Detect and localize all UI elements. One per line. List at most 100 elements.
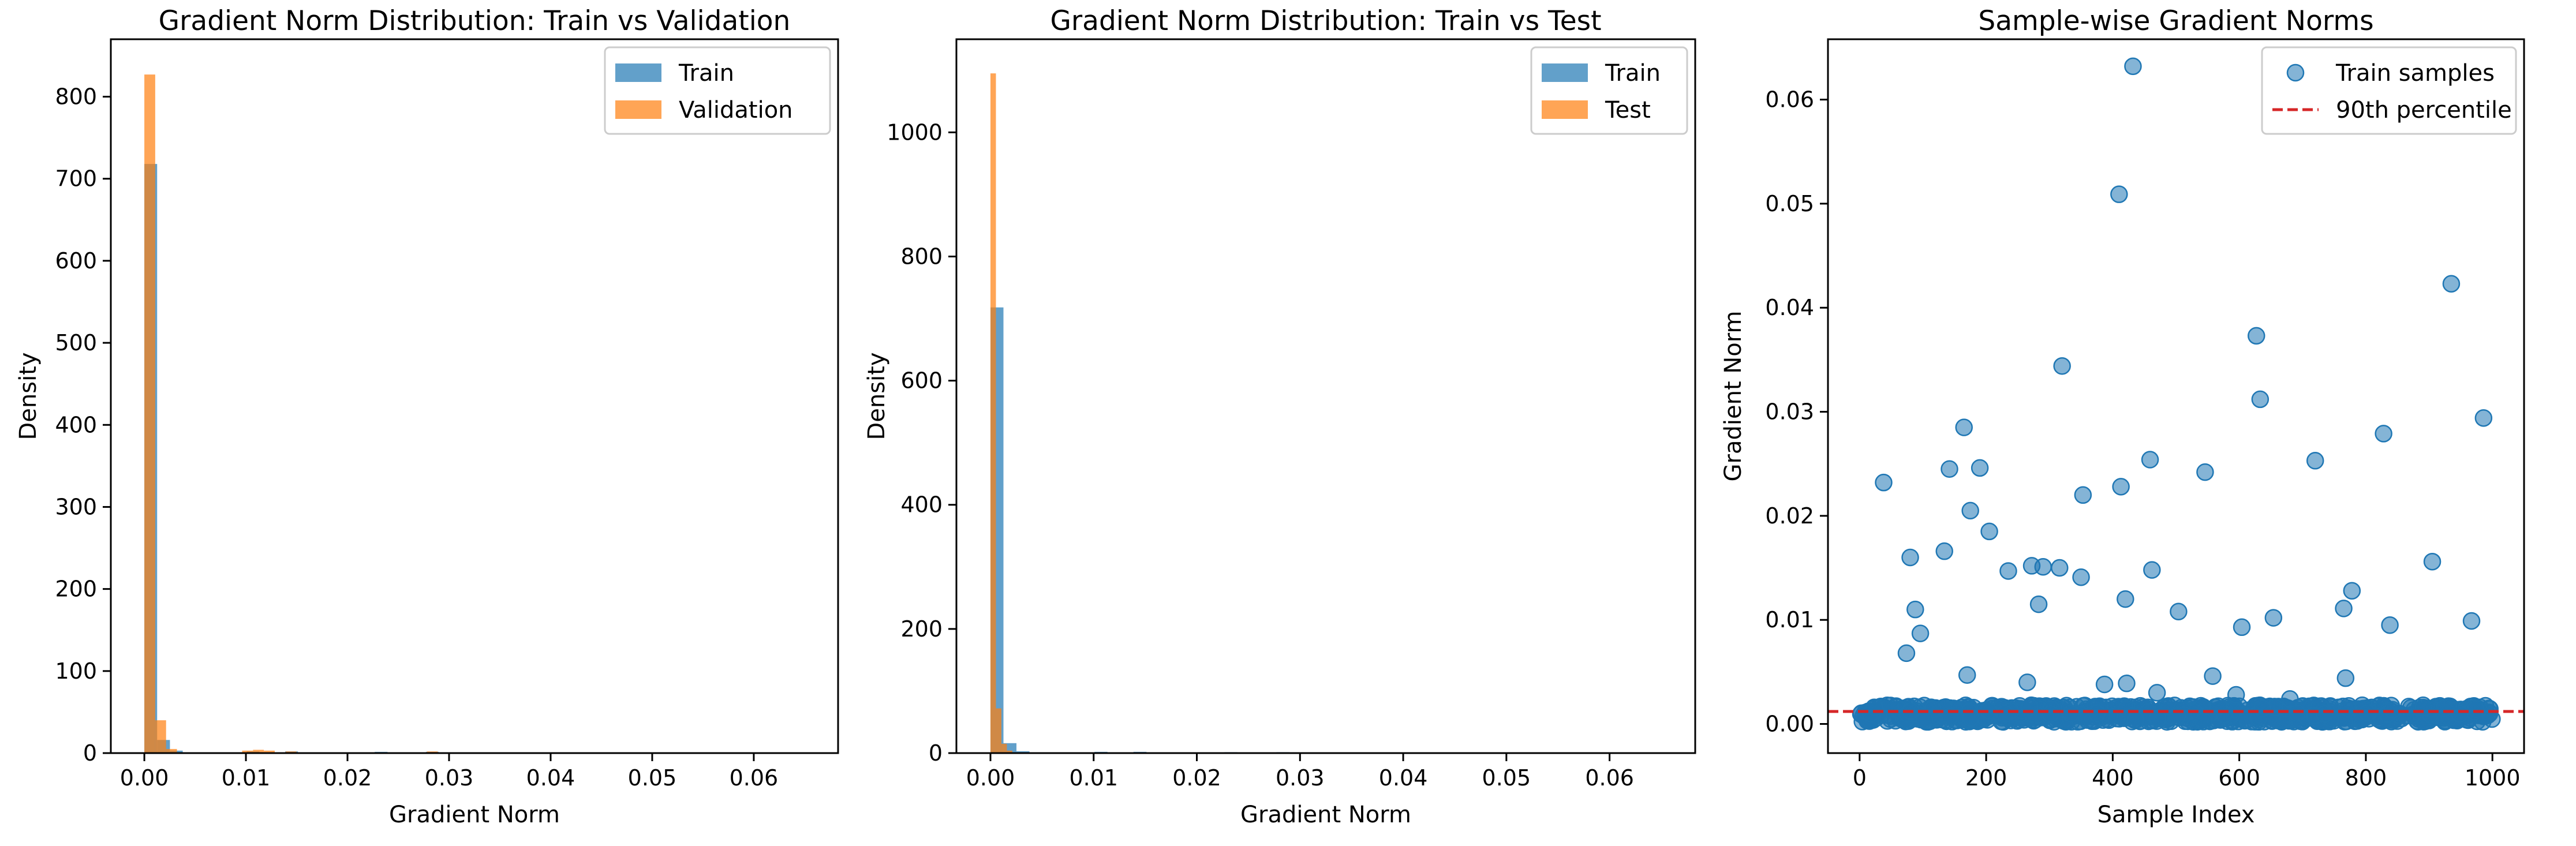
panel-2: 0.00 0.01 0.02 0.03 0.04 0.05 0.06 0 200 400 600 80… — [863, 5, 1696, 828]
scatter-point — [2264, 609, 2283, 627]
scatter-point — [2029, 595, 2048, 613]
x-tick-label: 0.03 — [1276, 765, 1325, 791]
legend-swatch — [2286, 63, 2305, 82]
scatter-point — [1935, 542, 1953, 560]
x-tick-label: 600 — [2218, 765, 2260, 791]
histogram-bar — [155, 720, 166, 753]
series-train-samples — [1852, 57, 2501, 731]
scatter-point — [2034, 557, 2052, 576]
x-tick-label: 0 — [1853, 765, 1867, 791]
x-tick-label: 400 — [2092, 765, 2134, 791]
histogram-bar — [996, 708, 1001, 753]
x-tick-label: 0.04 — [1379, 765, 1428, 791]
y-tick-label: 400 — [55, 412, 97, 437]
histogram-bar — [1016, 751, 1030, 753]
scatter-point — [1962, 709, 1980, 727]
y-tick-label: 0.04 — [1765, 295, 1814, 320]
scatter-point — [2143, 561, 2161, 579]
scatter-point — [2204, 667, 2222, 685]
legend-label: Validation — [679, 97, 793, 123]
legend-swatch — [615, 63, 661, 82]
x-tick-label: 0.00 — [120, 765, 169, 791]
scatter-point — [1875, 473, 1893, 492]
plot-area — [144, 74, 797, 754]
histogram-bar — [253, 750, 264, 753]
x-tick-label: 0.05 — [628, 765, 677, 791]
scatter-point — [2088, 705, 2106, 723]
chart-title: Gradient Norm Distribution: Train vs Tes… — [1050, 5, 1601, 37]
chart-title: Gradient Norm Distribution: Train vs Val… — [159, 5, 791, 37]
scatter-point — [2435, 699, 2453, 717]
x-axis-label: Gradient Norm — [1240, 802, 1411, 828]
y-tick-label: 200 — [55, 577, 97, 602]
y-tick-label: 0.01 — [1765, 607, 1814, 632]
y-tick-label: 0.06 — [1765, 87, 1814, 113]
scatter-point — [1897, 644, 1916, 662]
scatter-point — [1911, 624, 1930, 642]
y-axis-label: Density — [863, 352, 890, 440]
histogram-bar — [242, 750, 253, 753]
y-tick-label: 600 — [900, 368, 943, 394]
scatter-point — [2306, 452, 2324, 470]
axes-frame — [1827, 38, 2525, 754]
panel-1: 0.00 0.01 0.02 0.03 0.04 0.05 0.06 0 100 200 300 40… — [15, 5, 839, 828]
scatter-point — [2288, 704, 2306, 722]
scatter-point — [1906, 600, 1924, 619]
x-axis-label: Gradient Norm — [389, 802, 560, 828]
x-tick-label: 0.03 — [425, 765, 474, 791]
scatter-point — [2042, 705, 2060, 723]
x-axis: 0.00 0.01 0.02 0.03 0.04 0.05 0.06 — [120, 753, 778, 791]
scatter-point — [2442, 275, 2461, 293]
y-axis-label: Density — [15, 352, 42, 440]
scatter-point — [1996, 705, 2014, 723]
histogram-bar — [1007, 750, 1012, 753]
scatter-point — [1941, 460, 1958, 478]
series-train — [144, 164, 797, 754]
scatter-point — [2110, 185, 2128, 203]
scatter-point — [2051, 559, 2069, 577]
histogram-bar — [1001, 743, 1007, 753]
scatter-point — [2149, 709, 2167, 727]
y-tick-label: 0.05 — [1765, 191, 1814, 216]
y-tick-label: 200 — [900, 616, 943, 642]
chart-title: Sample-wise Gradient Norms — [1978, 5, 2373, 37]
x-tick-label: 0.01 — [1069, 765, 1118, 791]
y-tick-label: 500 — [55, 330, 97, 355]
y-axis: 0 100 200 300 400 500 600 700 800 — [55, 84, 111, 766]
scatter-point — [2383, 701, 2402, 719]
axes-frame — [955, 38, 1696, 754]
y-tick-label: 800 — [55, 84, 97, 110]
scatter-point — [1980, 522, 1998, 541]
scatter-point — [2141, 451, 2159, 469]
x-tick-label: 0.00 — [966, 765, 1015, 791]
scatter-point — [2170, 602, 2188, 621]
x-tick-label: 200 — [1965, 765, 2007, 791]
series-validation — [144, 74, 438, 754]
y-axis: 0.00 0.01 0.02 0.03 0.04 0.05 0.06 — [1765, 87, 1828, 737]
scatter-point — [2018, 673, 2036, 691]
scatter-point — [2227, 686, 2245, 704]
x-tick-label: 0.01 — [222, 765, 271, 791]
legend: Train Validation — [604, 46, 831, 135]
series-test — [990, 73, 1012, 753]
scatter-point — [2233, 618, 2251, 637]
scatter-point — [2124, 57, 2142, 76]
histogram-bar — [990, 73, 996, 753]
legend-label: Train — [678, 60, 734, 87]
scatter-point — [2343, 582, 2361, 600]
x-axis: 0.00 0.01 0.02 0.03 0.04 0.05 0.06 — [966, 753, 1634, 791]
y-tick-label: 600 — [55, 248, 97, 274]
scatter-point — [2118, 674, 2136, 692]
legend-label: Train samples — [2335, 60, 2495, 87]
histogram-bar — [264, 750, 275, 753]
histogram-bar — [166, 748, 177, 753]
scatter-point — [1865, 698, 1883, 716]
scatter-point — [2414, 698, 2432, 717]
panel-3: 0 200 400 600 800 10000.000.010.020.030.040.0… — [1720, 5, 2525, 828]
scatter-point — [2253, 699, 2271, 717]
scatter-point — [2251, 390, 2270, 409]
scatter-point — [2074, 486, 2092, 504]
legend-swatch — [615, 100, 661, 119]
y-tick-label: 0.02 — [1765, 503, 1814, 529]
y-tick-label: 300 — [55, 494, 97, 519]
